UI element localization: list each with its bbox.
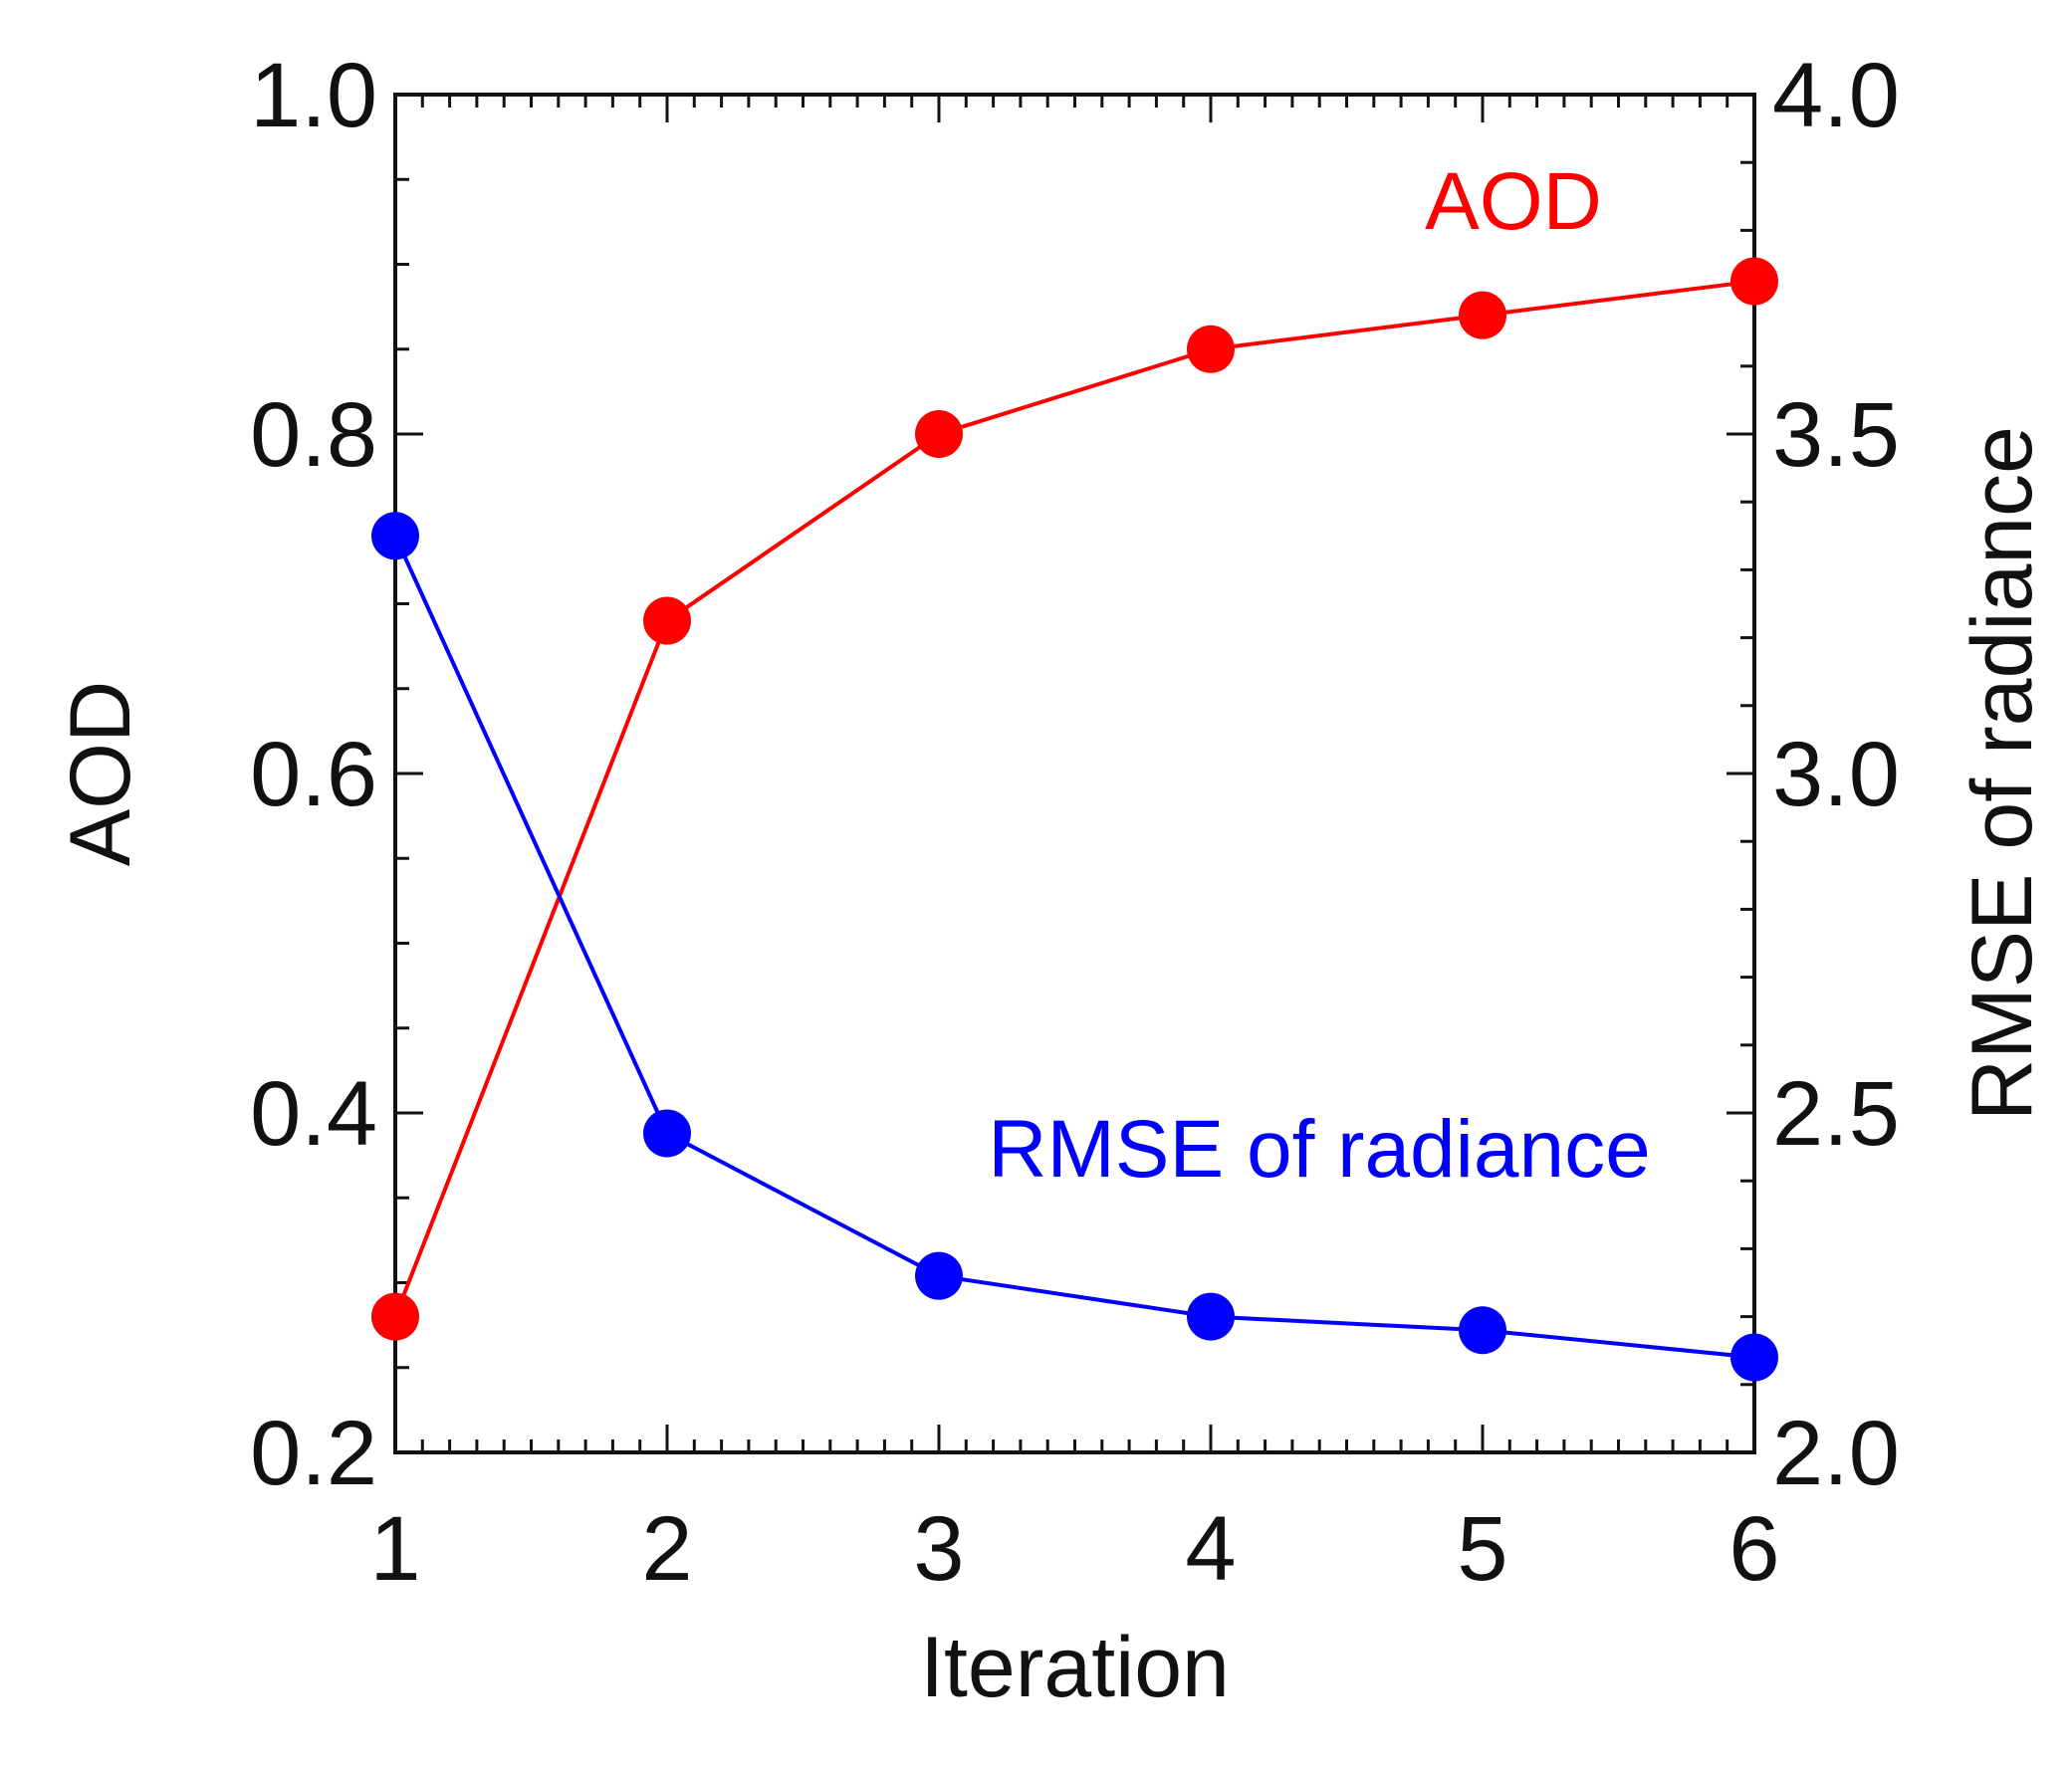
data-point-aod [643, 596, 691, 645]
x-tick-label: 1 [369, 1498, 420, 1600]
data-point-aod [915, 410, 963, 458]
y2-tick-label: 2.5 [1772, 1063, 1900, 1165]
y-tick-labels: 0.2 0.4 0.6 0.8 1.0 [250, 45, 377, 1504]
data-point-rmse [1459, 1306, 1506, 1355]
x-tick-label: 5 [1457, 1498, 1507, 1600]
data-point-aod [371, 1292, 419, 1341]
x-tick-label: 3 [913, 1498, 964, 1600]
y2-tick-label: 4.0 [1772, 45, 1900, 146]
y2-tick-label: 3.0 [1772, 724, 1900, 825]
y2-tick-label: 3.5 [1772, 384, 1900, 486]
data-point-rmse [643, 1109, 691, 1158]
series-lines [393, 279, 1755, 1360]
x-tick-label: 6 [1728, 1498, 1779, 1600]
data-point-rmse [1730, 1333, 1778, 1382]
series-points [371, 257, 1778, 1382]
data-point-rmse [1187, 1292, 1235, 1341]
plot-frame [393, 93, 1756, 1454]
y-tick-label: 0.8 [250, 384, 377, 486]
y2-tick-labels: 2.0 2.5 3.0 3.5 4.0 [1772, 45, 1900, 1504]
y-axis-title: AOD [53, 681, 148, 866]
y-tick-label: 0.2 [250, 1403, 377, 1504]
y-tick-label: 0.4 [250, 1063, 377, 1165]
y2-axis-title: RMSE of radiance [1955, 426, 2050, 1121]
x-tick-labels: 1 2 3 4 5 6 [369, 1498, 1779, 1600]
aod-series-label: AOD [1425, 156, 1602, 247]
y2-tick-label: 2.0 [1772, 1403, 1900, 1504]
data-point-aod [1187, 325, 1235, 373]
y-tick-label: 0.6 [250, 724, 377, 825]
y-tick-label: 1.0 [250, 45, 377, 146]
data-point-rmse [371, 512, 419, 560]
x-axis-title: Iteration [920, 1620, 1230, 1715]
data-point-rmse [915, 1251, 963, 1300]
tick-marks [395, 95, 1754, 1452]
data-point-aod [1459, 291, 1506, 339]
series-line-rmse [393, 535, 1755, 1360]
rmse-series-label: RMSE of radiance [988, 1104, 1650, 1195]
x-tick-label: 4 [1185, 1498, 1236, 1600]
data-point-aod [1730, 257, 1778, 306]
x-tick-label: 2 [641, 1498, 692, 1600]
series-line-aod [393, 279, 1755, 1318]
